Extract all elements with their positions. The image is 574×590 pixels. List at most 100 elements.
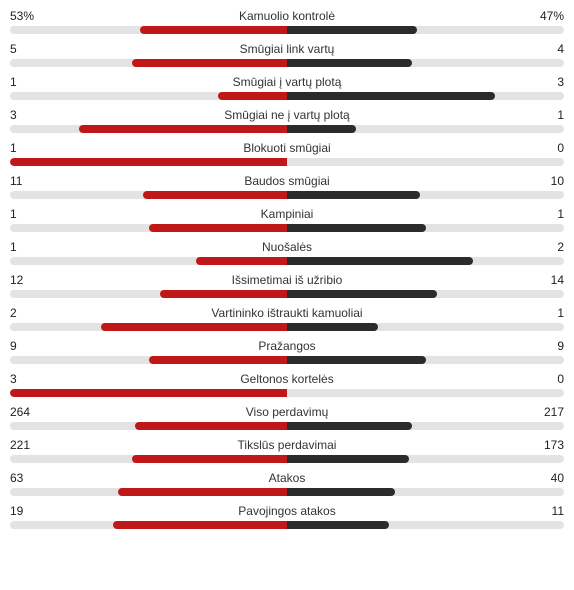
stat-bar-right bbox=[287, 422, 412, 430]
stat-bar-track bbox=[10, 125, 564, 133]
stat-label: Baudos smūgiai bbox=[244, 173, 329, 189]
stat-label: Smūgiai ne į vartų plotą bbox=[224, 107, 349, 123]
stat-label: Kampiniai bbox=[261, 206, 314, 222]
stat-value-right: 1 bbox=[350, 107, 564, 123]
stat-value-left: 1 bbox=[10, 74, 233, 90]
stat-bar-right bbox=[287, 257, 473, 265]
stat-row: 1Kampiniai1 bbox=[10, 206, 564, 232]
stat-value-left: 19 bbox=[10, 503, 238, 519]
stat-row: 2Vartininko ištraukti kamuoliai1 bbox=[10, 305, 564, 331]
stat-bar-track bbox=[10, 26, 564, 34]
stat-bar-right bbox=[287, 26, 417, 34]
stat-value-right: 0 bbox=[334, 371, 564, 387]
stat-bar-left bbox=[160, 290, 287, 298]
stat-bar-track bbox=[10, 323, 564, 331]
stat-bar-track bbox=[10, 224, 564, 232]
stat-value-left: 11 bbox=[10, 173, 244, 189]
stat-bar-right bbox=[287, 191, 420, 199]
stat-value-left: 1 bbox=[10, 206, 261, 222]
stat-row: 221Tikslūs perdavimai173 bbox=[10, 437, 564, 463]
stat-label: Blokuoti smūgiai bbox=[243, 140, 330, 156]
stat-value-right: 11 bbox=[336, 503, 564, 519]
stat-bar-left bbox=[132, 59, 287, 67]
stat-label: Smūgiai į vartų plotą bbox=[233, 74, 342, 90]
stat-label: Tikslūs perdavimai bbox=[238, 437, 337, 453]
stat-row: 1Blokuoti smūgiai0 bbox=[10, 140, 564, 166]
stat-value-right: 1 bbox=[363, 305, 564, 321]
stat-bar-left bbox=[140, 26, 287, 34]
stat-bar-track bbox=[10, 59, 564, 67]
stat-bar-right bbox=[287, 455, 409, 463]
stat-label: Vartininko ištraukti kamuoliai bbox=[211, 305, 362, 321]
stat-bar-left bbox=[79, 125, 287, 133]
stat-bar-right bbox=[287, 521, 389, 529]
stat-bar-left bbox=[218, 92, 287, 100]
stat-bar-left bbox=[113, 521, 288, 529]
stat-value-left: 1 bbox=[10, 239, 262, 255]
stat-label: Viso perdavimų bbox=[246, 404, 329, 420]
stat-bar-left bbox=[10, 389, 287, 397]
stat-bar-right bbox=[287, 125, 356, 133]
stat-value-right: 14 bbox=[342, 272, 564, 288]
stat-bar-left bbox=[10, 158, 287, 166]
stat-value-right: 3 bbox=[341, 74, 564, 90]
stat-bar-left bbox=[101, 323, 287, 331]
stat-value-left: 3 bbox=[10, 371, 240, 387]
stat-value-left: 53% bbox=[10, 8, 239, 24]
stat-bar-left bbox=[196, 257, 287, 265]
stat-bar-track bbox=[10, 158, 564, 166]
stat-label: Pavojingos atakos bbox=[238, 503, 335, 519]
stat-row: 19Pavojingos atakos11 bbox=[10, 503, 564, 529]
stat-bar-right bbox=[287, 290, 437, 298]
match-stats-panel: 53%Kamuolio kontrolė47% 5Smūgiai link var… bbox=[10, 8, 564, 529]
stat-bar-right bbox=[287, 323, 378, 331]
stat-value-right: 0 bbox=[331, 140, 564, 156]
stat-bar-track bbox=[10, 356, 564, 364]
stat-bar-track bbox=[10, 455, 564, 463]
stat-bar-left bbox=[143, 191, 287, 199]
stat-value-right: 2 bbox=[312, 239, 564, 255]
stat-value-left: 63 bbox=[10, 470, 269, 486]
stat-label: Nuošalės bbox=[262, 239, 312, 255]
stat-value-left: 1 bbox=[10, 140, 243, 156]
stat-value-right: 47% bbox=[335, 8, 564, 24]
stat-label: Smūgiai link vartų bbox=[240, 41, 335, 57]
stat-bar-left bbox=[118, 488, 287, 496]
stat-label: Išsimetimai iš užribio bbox=[232, 272, 343, 288]
stat-bar-left bbox=[149, 224, 288, 232]
stat-label: Geltonos kortelės bbox=[240, 371, 333, 387]
stat-row: 53%Kamuolio kontrolė47% bbox=[10, 8, 564, 34]
stat-bar-left bbox=[149, 356, 288, 364]
stat-row: 63Atakos40 bbox=[10, 470, 564, 496]
stat-value-right: 173 bbox=[336, 437, 564, 453]
stat-row: 5Smūgiai link vartų4 bbox=[10, 41, 564, 67]
stat-bar-right bbox=[287, 224, 426, 232]
stat-bar-track bbox=[10, 488, 564, 496]
stat-row: 9Pražangos9 bbox=[10, 338, 564, 364]
stat-label: Pražangos bbox=[258, 338, 315, 354]
stat-bar-track bbox=[10, 389, 564, 397]
stat-value-right: 10 bbox=[330, 173, 564, 189]
stat-value-right: 1 bbox=[313, 206, 564, 222]
stat-row: 3Smūgiai ne į vartų plotą1 bbox=[10, 107, 564, 133]
stat-row: 264Viso perdavimų217 bbox=[10, 404, 564, 430]
stat-bar-track bbox=[10, 92, 564, 100]
stat-bar-right bbox=[287, 488, 395, 496]
stat-bar-track bbox=[10, 422, 564, 430]
stat-value-right: 4 bbox=[334, 41, 564, 57]
stat-label: Atakos bbox=[269, 470, 306, 486]
stat-bar-left bbox=[135, 422, 287, 430]
stat-value-right: 217 bbox=[328, 404, 564, 420]
stat-row: 1Nuošalės2 bbox=[10, 239, 564, 265]
stat-row: 3Geltonos kortelės0 bbox=[10, 371, 564, 397]
stat-bar-track bbox=[10, 521, 564, 529]
stat-value-left: 2 bbox=[10, 305, 211, 321]
stat-label: Kamuolio kontrolė bbox=[239, 8, 335, 24]
stat-value-right: 40 bbox=[305, 470, 564, 486]
stat-value-left: 3 bbox=[10, 107, 224, 123]
stat-bar-right bbox=[287, 92, 495, 100]
stat-bar-track bbox=[10, 290, 564, 298]
stat-row: 12Išsimetimai iš užribio14 bbox=[10, 272, 564, 298]
stat-value-left: 9 bbox=[10, 338, 258, 354]
stat-row: 11Baudos smūgiai10 bbox=[10, 173, 564, 199]
